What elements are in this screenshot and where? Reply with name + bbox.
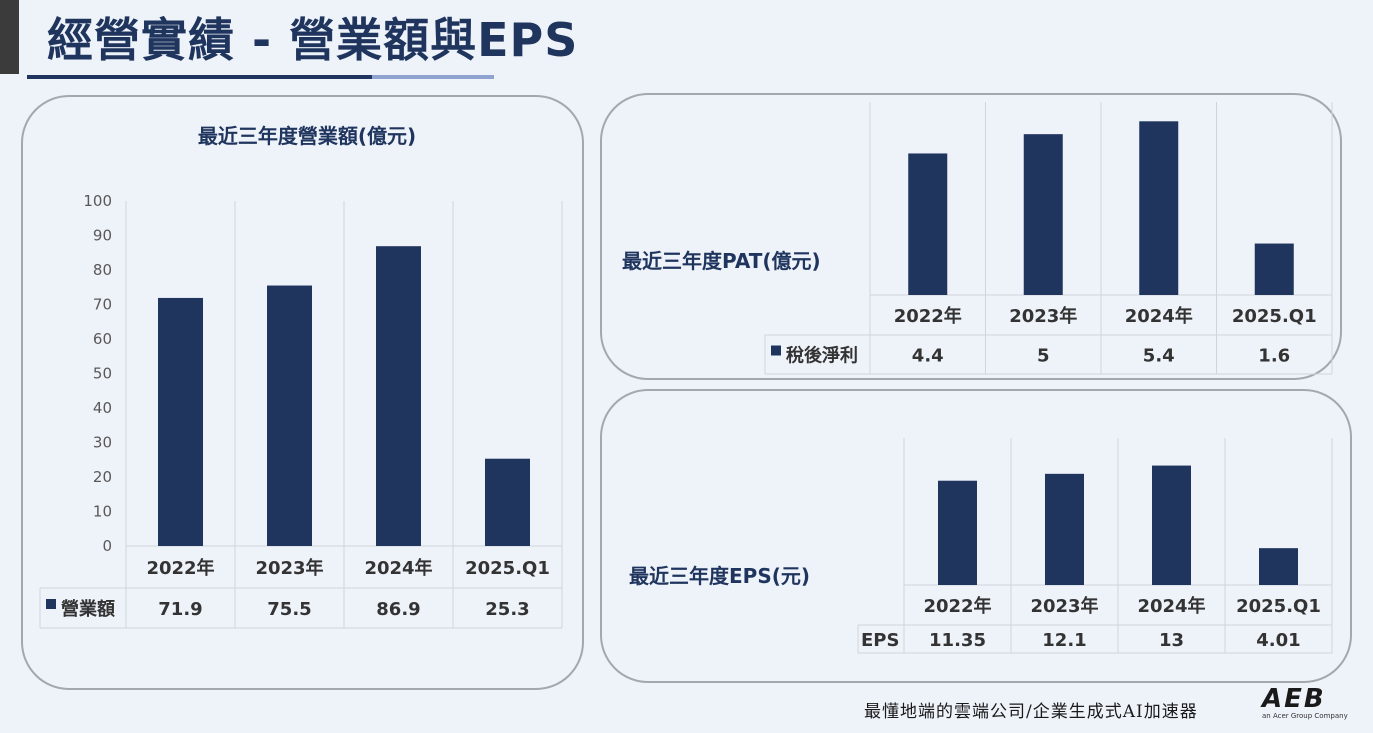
revenue-y-tick-label: 90 xyxy=(93,227,112,245)
pat-category-label: 2024年 xyxy=(1125,305,1193,327)
revenue-value-label: 86.9 xyxy=(376,599,420,620)
pat-bar-1 xyxy=(1023,134,1063,295)
eps-bar-3 xyxy=(1259,548,1298,585)
revenue-y-tick-label: 40 xyxy=(93,399,112,417)
revenue-y-tick-label: 100 xyxy=(83,192,112,210)
eps-chart-title: 最近三年度EPS(元) xyxy=(629,564,810,588)
revenue-category-label: 2024年 xyxy=(364,557,432,579)
eps-value-label: 4.01 xyxy=(1256,630,1300,651)
revenue-legend-marker xyxy=(46,599,56,609)
eps-category-label: 2024年 xyxy=(1137,595,1205,617)
revenue-y-tick-label: 0 xyxy=(102,537,112,555)
revenue-bar-1 xyxy=(267,285,312,546)
pat-value-label: 4.4 xyxy=(912,346,944,367)
pat-bar-2 xyxy=(1139,121,1179,295)
pat-category-label: 2022年 xyxy=(894,305,962,327)
pat-category-label: 2025.Q1 xyxy=(1232,306,1317,327)
revenue-y-tick-label: 30 xyxy=(93,434,112,452)
title-underline xyxy=(27,75,372,79)
eps-bar-2 xyxy=(1152,465,1191,585)
eps-bar-0 xyxy=(938,480,977,585)
revenue-bar-2 xyxy=(376,246,421,546)
eps-bar-1 xyxy=(1045,473,1084,585)
eps-category-label: 2022年 xyxy=(923,595,991,617)
pat-value-label: 5.4 xyxy=(1143,346,1175,367)
revenue-category-label: 2022年 xyxy=(146,557,214,579)
revenue-y-tick-label: 70 xyxy=(93,296,112,314)
revenue-chart-title: 最近三年度營業額(億元) xyxy=(198,124,416,148)
eps-legend-label: EPS xyxy=(861,630,899,651)
eps-value-label: 12.1 xyxy=(1042,630,1086,651)
pat-value-label: 5 xyxy=(1037,346,1050,367)
revenue-chart-panel xyxy=(21,95,584,690)
footer-slogan: 最懂地端的雲端公司/企業生成式AI加速器 xyxy=(864,702,1198,722)
pat-legend-marker xyxy=(771,345,781,356)
revenue-bar-3 xyxy=(485,458,530,546)
pat-chart-title: 最近三年度PAT(億元) xyxy=(622,249,821,273)
revenue-value-label: 25.3 xyxy=(485,599,529,620)
eps-category-label: 2023年 xyxy=(1030,595,1098,617)
revenue-category-label: 2025.Q1 xyxy=(465,558,550,579)
revenue-y-tick-label: 50 xyxy=(93,365,112,383)
revenue-y-tick-label: 20 xyxy=(93,468,112,486)
page-title: 經營實績 - 營業額與EPS xyxy=(47,13,579,67)
pat-bar-0 xyxy=(908,153,948,295)
pat-category-label: 2023年 xyxy=(1009,305,1077,327)
revenue-y-tick-label: 80 xyxy=(93,261,112,279)
pat-legend-label: 稅後淨利 xyxy=(786,345,858,367)
logo-mark: AEB xyxy=(1262,684,1326,714)
revenue-category-label: 2023年 xyxy=(255,557,323,579)
pat-chart-panel xyxy=(600,93,1342,380)
title-accent-bar xyxy=(0,0,19,74)
eps-value-label: 13 xyxy=(1159,630,1184,651)
pat-bar-3 xyxy=(1254,243,1294,295)
revenue-y-tick-label: 10 xyxy=(93,503,112,521)
title-underline-accent xyxy=(372,75,494,79)
pat-value-label: 1.6 xyxy=(1258,346,1290,367)
revenue-bar-0 xyxy=(158,297,203,546)
eps-value-label: 11.35 xyxy=(929,630,986,651)
revenue-legend-label: 營業額 xyxy=(61,598,115,620)
company-logo: AEB an Acer Group Company xyxy=(1262,684,1348,720)
logo-tagline: an Acer Group Company xyxy=(1262,712,1348,720)
revenue-y-tick-label: 60 xyxy=(93,330,112,348)
eps-chart-panel xyxy=(600,389,1352,683)
revenue-value-label: 75.5 xyxy=(267,599,311,620)
eps-category-label: 2025.Q1 xyxy=(1236,596,1321,617)
revenue-value-label: 71.9 xyxy=(158,599,202,620)
